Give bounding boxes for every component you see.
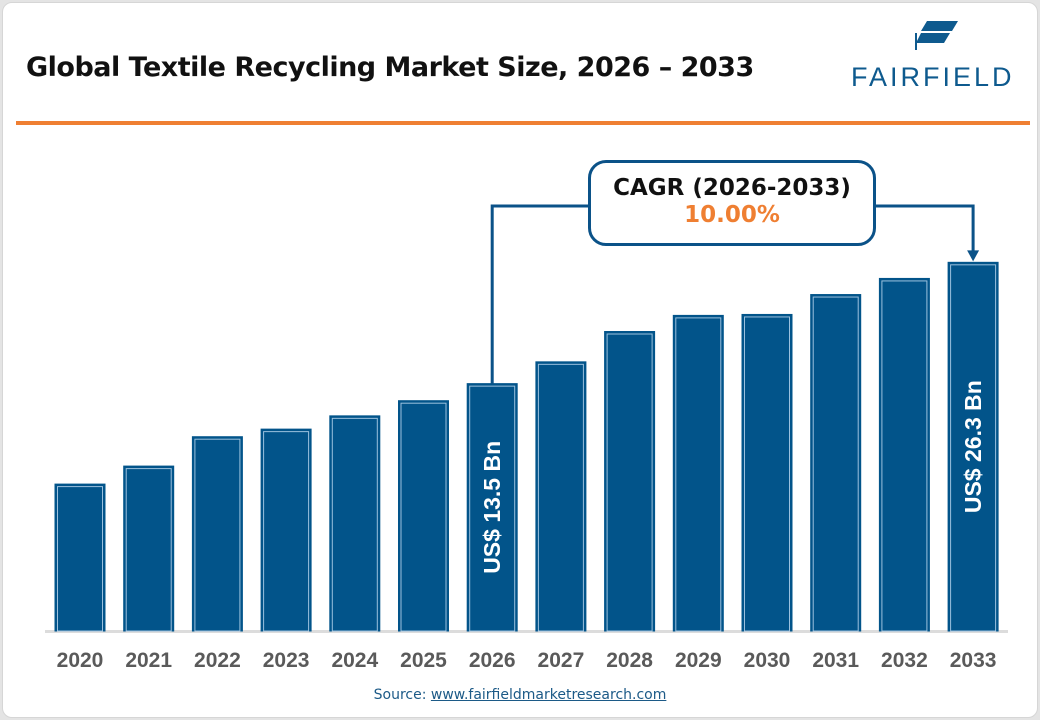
bar-2031 [810,294,862,632]
x-tick-label: 2032 [881,649,928,672]
bar-inner-outline [263,431,310,632]
source-prefix: Source: [373,687,431,703]
x-tick-label: 2026 [469,649,516,672]
x-tick-label: 2022 [194,649,241,672]
bar-2020 [54,483,106,632]
bar-2027 [535,361,587,632]
cagr-connector-left [490,204,590,384]
x-tick-label: 2027 [538,649,585,672]
bar-2026 [466,383,518,632]
x-tick-label: 2021 [125,649,172,672]
x-tick-label: 2028 [606,649,653,672]
bar-2030 [741,313,793,632]
cagr-label: CAGR (2026-2033) [613,175,851,201]
bar-2021 [123,465,175,632]
bar-inner-outline [125,468,172,632]
bar-inner-outline [194,438,241,632]
source-link[interactable]: www.fairfieldmarketresearch.com [430,687,667,703]
bar-inner-outline [675,317,722,632]
bar-2022 [191,436,243,632]
logo-text: FAIRFIELD [851,62,1015,92]
x-tick-label: 2025 [400,649,447,672]
x-tick-label: 2031 [812,649,859,672]
bar-inner-outline [812,296,859,632]
header-divider [16,121,1030,125]
bar-2028 [604,331,656,632]
bar-inner-outline [331,417,378,632]
bar-2023 [260,428,312,632]
x-tick-label: 2024 [331,649,378,672]
bar-2029 [672,314,724,632]
bar-inner-outline [744,316,790,632]
chart-title: Global Textile Recycling Market Size, 20… [26,52,754,83]
cagr-value: 10.00% [684,202,780,228]
arrow-down-icon [967,250,980,262]
bar-inner-outline [57,486,103,632]
data-label-2033: US$ 26.3 Bn [960,380,986,513]
x-tick-label: 2033 [950,649,997,672]
cagr-callout: CAGR (2026-2033) 10.00% [588,160,876,246]
x-tick-label: 2020 [57,649,104,672]
bar-inner-outline [400,402,447,632]
data-label-2026: US$ 13.5 Bn [479,441,505,574]
bar-2025 [398,400,449,632]
bar-inner-outline [606,333,653,632]
x-tick-label: 2029 [675,649,722,672]
bar-inner-outline [469,385,516,632]
bar-inner-outline [881,280,928,632]
bar-2033 [947,261,999,632]
cagr-connector-right [874,204,975,253]
bar-inner-outline [537,363,584,632]
x-tick-label: 2023 [263,649,310,672]
bar-2032 [878,277,930,632]
bar-2024 [329,415,381,632]
source-line: Source: www.fairfieldmarketresearch.com [0,687,1040,703]
bar-inner-outline [950,264,997,632]
x-tick-label: 2030 [744,649,791,672]
